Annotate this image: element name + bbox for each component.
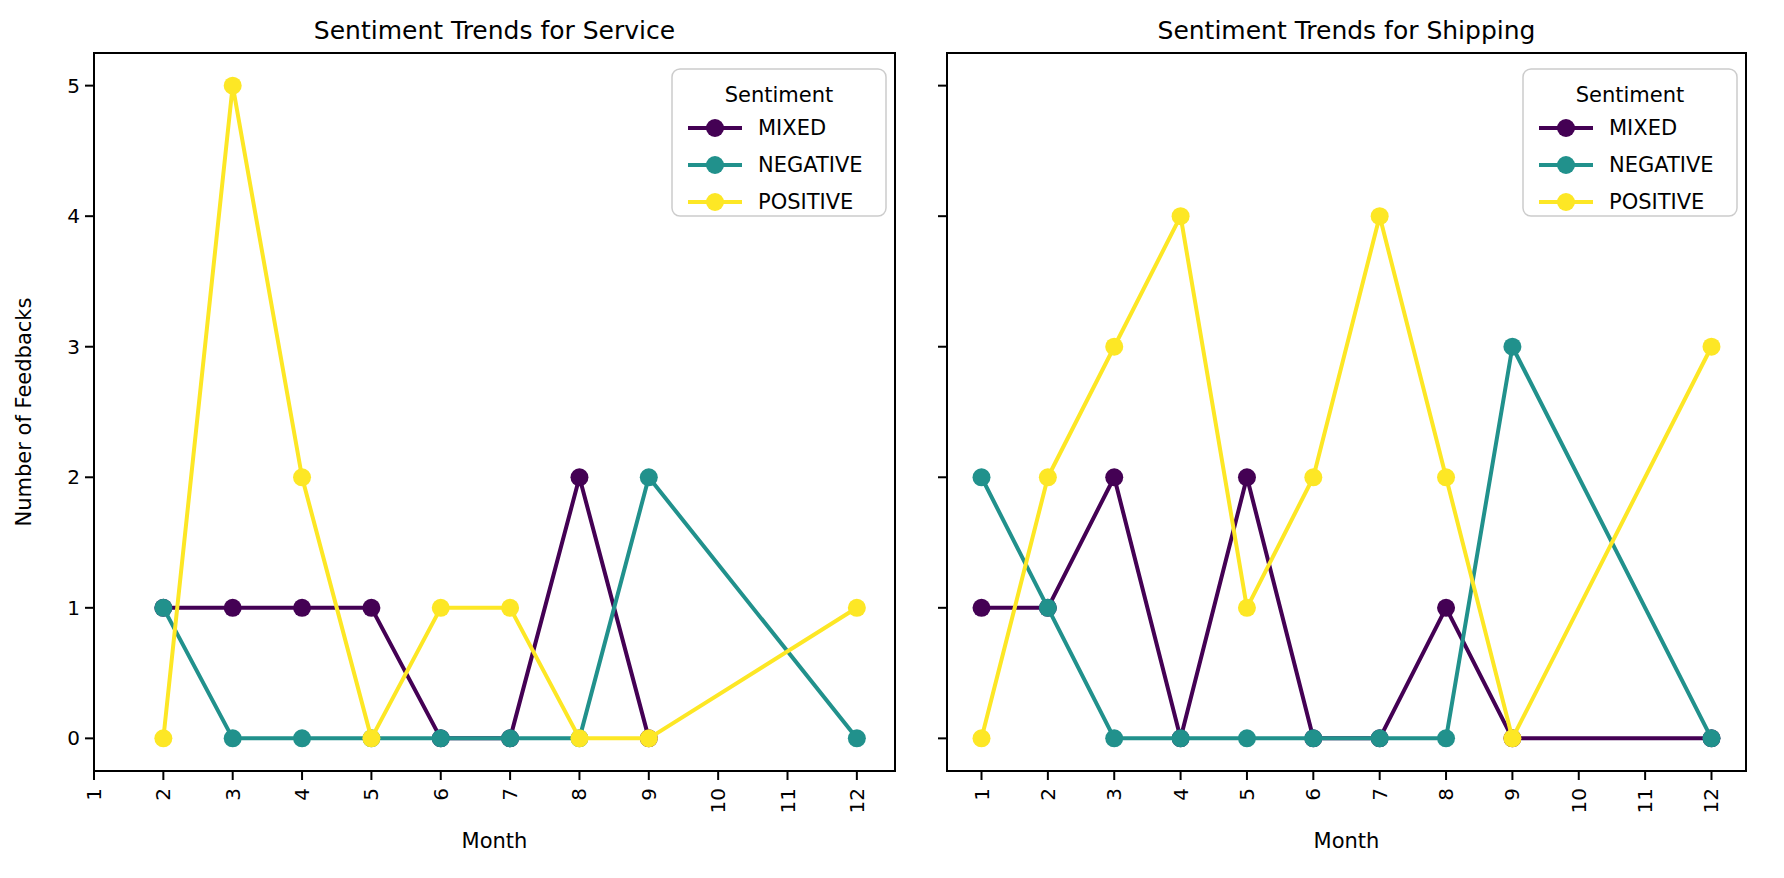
x-tick-label: 2 [1036,788,1060,801]
data-point-negative [154,599,172,617]
x-tick-label: 3 [221,788,245,801]
x-tick-label: 7 [1368,788,1392,801]
data-point-positive [848,599,866,617]
x-tick-label: 12 [1699,788,1723,813]
data-point-positive [1437,468,1455,486]
legend-sample-marker-positive [706,193,724,211]
x-tick-label: 2 [151,788,175,801]
x-tick-label: 8 [1434,788,1458,801]
data-point-mixed [1105,468,1123,486]
x-tick-label: 11 [776,788,800,813]
data-point-positive [293,468,311,486]
data-point-positive [1105,338,1123,356]
chart-panel-service: 123456789101112012345Sentiment Trends fo… [12,16,895,854]
x-tick-label: 7 [498,788,522,801]
data-point-negative [640,468,658,486]
legend-sample-marker-mixed [706,119,724,137]
data-point-negative [1238,729,1256,747]
data-point-negative [1172,729,1190,747]
x-tick-label: 11 [1633,788,1657,813]
chart-title: Sentiment Trends for Service [314,16,675,45]
data-point-positive [570,729,588,747]
legend-entry-label: MIXED [758,116,826,140]
data-point-positive [1503,729,1521,747]
data-point-mixed [293,599,311,617]
data-point-negative [1105,729,1123,747]
chart-title: Sentiment Trends for Shipping [1158,16,1536,45]
data-point-positive [1039,468,1057,486]
data-point-negative [1702,729,1720,747]
data-point-mixed [973,599,991,617]
y-tick-label: 0 [67,726,80,750]
x-tick-label: 8 [567,788,591,801]
data-point-positive [224,77,242,95]
chart-panel-shipping: 123456789101112Sentiment Trends for Ship… [938,16,1746,854]
legend-sample-marker-negative [706,156,724,174]
data-point-mixed [1238,468,1256,486]
legend-entry-label: NEGATIVE [1609,153,1714,177]
legend-entry-label: NEGATIVE [758,153,863,177]
x-tick-label: 9 [637,788,661,801]
y-tick-label: 4 [67,204,80,228]
legend-title: Sentiment [1576,83,1685,107]
x-tick-label: 4 [290,788,314,801]
data-point-mixed [224,599,242,617]
data-point-positive [973,729,991,747]
data-point-positive [501,599,519,617]
data-point-positive [1238,599,1256,617]
legend-title: Sentiment [725,83,834,107]
legend-entry-label: POSITIVE [758,190,853,214]
data-point-negative [848,729,866,747]
data-point-negative [1503,338,1521,356]
x-tick-label: 5 [359,788,383,801]
x-tick-label: 10 [706,788,730,813]
x-tick-label: 5 [1235,788,1259,801]
x-tick-label: 9 [1500,788,1524,801]
figure-canvas: 123456789101112012345Sentiment Trends fo… [0,0,1784,878]
data-point-positive [1702,338,1720,356]
figure: 123456789101112012345Sentiment Trends fo… [0,0,1784,878]
x-tick-label: 1 [82,788,106,801]
x-tick-label: 6 [429,788,453,801]
y-tick-label: 2 [67,465,80,489]
data-point-positive [1304,468,1322,486]
x-tick-label: 4 [1169,788,1193,801]
data-point-negative [293,729,311,747]
x-tick-label: 1 [970,788,994,801]
data-point-negative [224,729,242,747]
data-point-mixed [362,599,380,617]
y-tick-label: 1 [67,596,80,620]
x-tick-label: 10 [1567,788,1591,813]
data-point-negative [1304,729,1322,747]
y-tick-label: 3 [67,335,80,359]
x-tick-label: 3 [1102,788,1126,801]
data-point-negative [1437,729,1455,747]
data-point-positive [1371,207,1389,225]
x-tick-label: 6 [1301,788,1325,801]
data-point-negative [1371,729,1389,747]
data-point-positive [362,729,380,747]
legend-sample-marker-positive [1557,193,1575,211]
legend-entry-label: POSITIVE [1609,190,1704,214]
x-axis-label: Month [462,829,528,853]
data-point-negative [432,729,450,747]
x-tick-label: 12 [845,788,869,813]
data-point-mixed [570,468,588,486]
data-point-negative [1039,599,1057,617]
y-tick-label: 5 [67,74,80,98]
data-point-negative [973,468,991,486]
data-point-positive [154,729,172,747]
data-point-mixed [1437,599,1455,617]
data-point-positive [1172,207,1190,225]
data-point-positive [432,599,450,617]
legend-sample-marker-mixed [1557,119,1575,137]
legend-entry-label: MIXED [1609,116,1677,140]
y-axis-label: Number of Feedbacks [12,298,36,527]
data-point-positive [640,729,658,747]
x-axis-label: Month [1314,829,1380,853]
data-point-negative [501,729,519,747]
legend-sample-marker-negative [1557,156,1575,174]
